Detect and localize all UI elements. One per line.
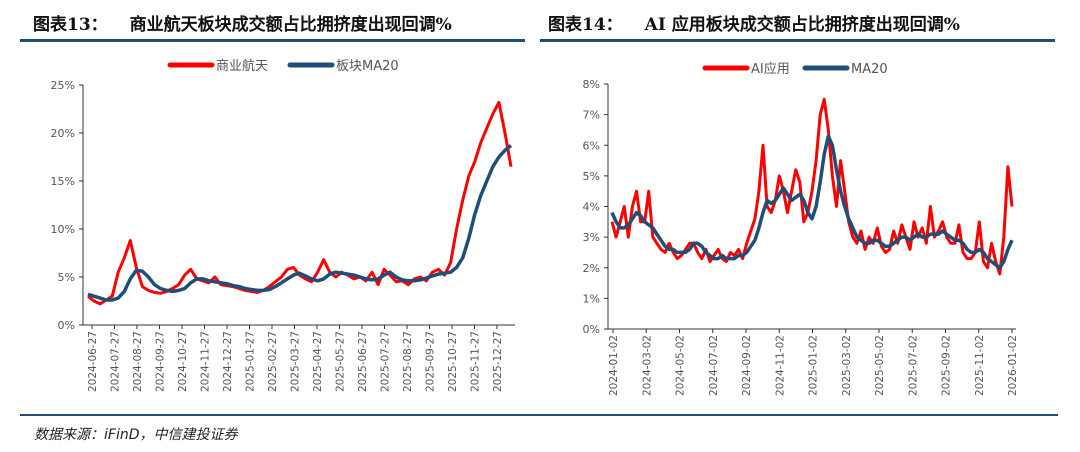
source-note: 数据来源：iFinD，中信建投证券 [34,427,238,443]
chart-14-title: 图表14： AI 应用板块成交额占比拥挤度出现回调% [548,10,960,35]
x-tick-label: 2025-02-27 [267,331,279,392]
x-tick-label: 2024-07-27 [110,331,122,392]
x-tick-label: 2025-05-27 [335,331,347,392]
x-tick-label: 2024-09-02 [741,335,753,396]
x-tick-label: 2024-11-27 [200,331,212,392]
title-number: 图表14： [548,15,623,35]
x-tick-label: 2025-08-27 [402,331,414,392]
x-tick-label: 2025-11-02 [974,335,986,396]
y-tick-label: 20% [51,127,75,140]
x-tick-label: 2025-11-27 [470,331,482,392]
y-tick-label: 4% [583,201,600,214]
x-tick-label: 2024-10-27 [177,331,189,392]
x-tick-label: 2024-08-27 [132,331,144,392]
y-tick-label: 15% [51,175,75,188]
x-tick-label: 2026-01-02 [1007,335,1019,396]
y-tick-label: 3% [583,231,600,244]
title-text: AI 应用板块成交额占比拥挤度出现回调% [644,15,960,35]
title-rule [20,39,525,42]
x-tick-label: 2024-03-02 [641,335,653,396]
title-rule [540,39,1055,42]
x-tick-label: 2025-07-27 [380,331,392,392]
y-tick-label: 2% [583,262,600,275]
title-text: 商业航天板块成交额占比拥挤度出现回调% [129,15,452,35]
legend-label: 板块MA20 [336,59,399,74]
x-tick-label: 2024-12-27 [222,331,234,392]
x-tick-label: 2024-07-02 [708,335,720,396]
x-tick-label: 2025-10-27 [447,331,459,392]
legend-label: MA20 [851,62,888,77]
x-tick-label: 2025-09-27 [425,331,437,392]
y-tick-label: 10% [51,223,75,236]
y-tick-label: 25% [51,79,75,92]
chart-13-title: 图表13： 商业航天板块成交额占比拥挤度出现回调% [33,10,452,35]
x-tick-label: 2025-07-02 [907,335,919,396]
series-line-1 [610,134,1014,270]
series-line-1 [87,144,513,302]
x-tick-label: 2024-01-02 [608,335,620,396]
y-tick-label: 0% [58,319,75,332]
footer-rule [20,414,1058,416]
y-tick-label: 5% [58,271,75,284]
y-tick-label: 5% [583,170,600,183]
x-tick-label: 2025-09-02 [941,335,953,396]
y-tick-label: 6% [583,139,600,152]
legend-label: 商业航天 [216,58,268,74]
y-tick-label: 0% [583,323,600,336]
x-tick-label: 2025-05-02 [874,335,886,396]
x-tick-label: 2024-09-27 [155,331,167,392]
x-tick-label: 2025-04-27 [312,331,324,392]
x-tick-label: 2025-03-02 [841,335,853,396]
x-tick-label: 2024-05-02 [675,335,687,396]
x-tick-label: 2025-01-27 [245,331,257,392]
x-tick-label: 2025-12-27 [492,331,504,392]
title-number: 图表13： [33,15,108,35]
y-tick-label: 7% [583,109,600,122]
x-tick-label: 2025-01-02 [808,335,820,396]
y-tick-label: 8% [583,78,600,91]
x-tick-label: 2024-11-02 [774,335,786,396]
x-tick-label: 2025-06-27 [357,331,369,392]
legend-label: AI应用 [751,61,790,77]
y-tick-label: 1% [583,292,600,305]
x-tick-label: 2025-03-27 [290,331,302,392]
x-tick-label: 2024-06-27 [87,331,99,392]
